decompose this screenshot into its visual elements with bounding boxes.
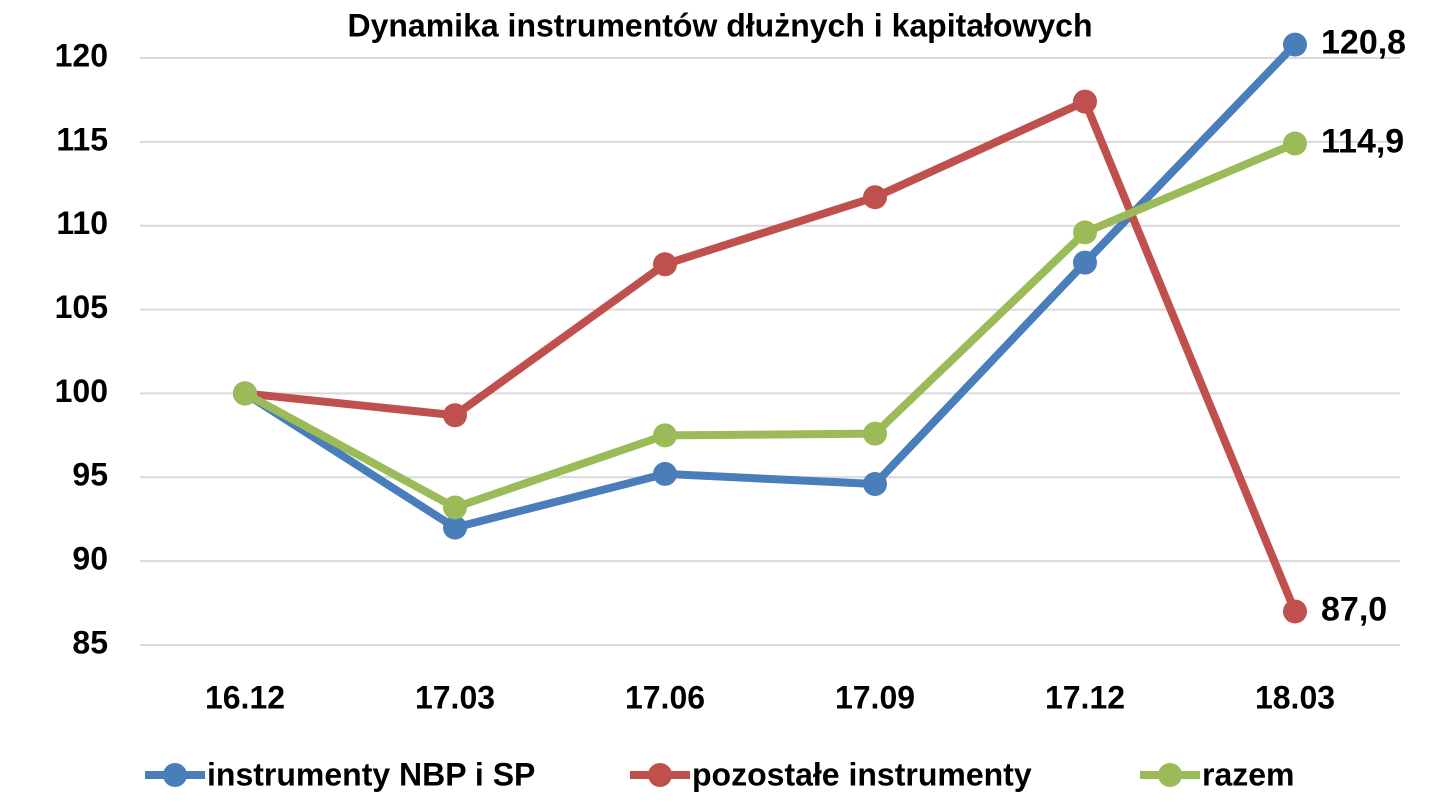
- y-tick-label: 85: [72, 624, 108, 660]
- series-marker: [863, 185, 887, 210]
- data-label: 120,8: [1321, 24, 1406, 62]
- series-marker: [653, 423, 677, 448]
- series-marker: [1283, 131, 1307, 156]
- y-tick-label: 105: [55, 289, 108, 325]
- x-tick-label: 17.03: [415, 679, 495, 715]
- series-marker: [653, 252, 677, 277]
- series-marker: [443, 495, 467, 520]
- series-marker: [1283, 32, 1307, 57]
- series-marker: [1073, 220, 1097, 245]
- y-tick-label: 95: [72, 457, 108, 493]
- series-line: [244, 97, 1299, 613]
- legend-marker: [648, 763, 672, 787]
- x-tick-label: 17.12: [1045, 679, 1125, 715]
- series-marker: [863, 471, 887, 496]
- series-marker: [1283, 599, 1307, 624]
- legend-marker: [1158, 763, 1182, 787]
- y-tick-label: 115: [56, 121, 108, 157]
- y-tick-label: 110: [56, 205, 108, 241]
- x-tick-label: 16.12: [205, 679, 285, 715]
- x-tick-label: 17.06: [625, 679, 705, 715]
- x-tick-label: 17.09: [835, 679, 915, 715]
- series-marker: [863, 421, 887, 446]
- y-tick-label: 100: [55, 373, 108, 409]
- legend-marker: [163, 763, 187, 787]
- series-marker: [653, 461, 677, 486]
- series-line: [242, 41, 1298, 532]
- chart-title: Dynamika instrumentów dłużnych i kapitał…: [347, 7, 1092, 43]
- series-marker: [1073, 250, 1097, 275]
- legend-label: instrumenty NBP i SP: [207, 756, 535, 792]
- series-marker: [233, 381, 257, 406]
- series-marker: [443, 515, 467, 540]
- series-line: [243, 139, 1297, 512]
- y-tick-label: 120: [55, 37, 108, 73]
- legend-label: razem: [1202, 756, 1295, 792]
- data-label: 87,0: [1321, 590, 1387, 628]
- series-marker: [443, 403, 467, 428]
- data-label: 114,9: [1321, 123, 1404, 161]
- x-tick-label: 18.03: [1255, 679, 1335, 715]
- legend-label: pozostałe instrumenty: [692, 756, 1032, 792]
- series-marker: [1073, 89, 1097, 114]
- y-tick-label: 90: [72, 541, 108, 577]
